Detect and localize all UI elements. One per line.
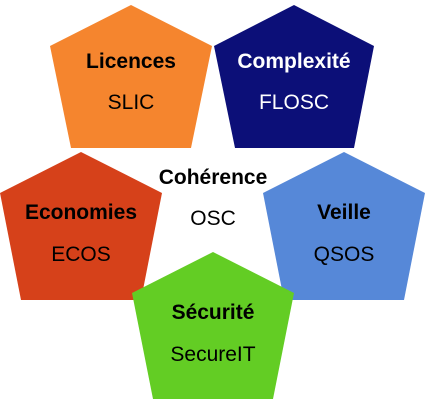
center-label: Cohérence OSC: [159, 166, 268, 230]
pentagon-securite-shape: [132, 252, 294, 399]
pentagon-veille-subtitle: QSOS: [314, 243, 375, 266]
pentagon-economies-shape: [0, 152, 162, 300]
pentagon-economies: Economies ECOS: [0, 152, 162, 300]
pentagon-licences: Licences SLIC: [50, 5, 212, 148]
pentagon-licences-shape: [50, 5, 212, 148]
pentagon-veille-title: Veille: [317, 201, 371, 224]
pentagon-complexite-subtitle: FLOSC: [259, 91, 329, 114]
center-subtitle: OSC: [190, 207, 236, 230]
pentagon-veille-shape: [263, 152, 425, 300]
pentagon-complexite-title: Complexité: [237, 50, 350, 73]
pentagon-securite-title: Sécurité: [172, 301, 255, 324]
pentagon-licences-subtitle: SLIC: [108, 91, 155, 114]
pentagon-securite: Sécurité SecureIT: [132, 252, 294, 399]
pentagon-licences-title: Licences: [86, 50, 176, 73]
pentagon-veille: Veille QSOS: [263, 152, 425, 300]
pentagon-securite-subtitle: SecureIT: [170, 343, 255, 366]
pentagon-complexite-shape: [214, 5, 374, 148]
center-title: Cohérence: [159, 166, 268, 189]
pentagon-economies-title: Economies: [25, 201, 137, 224]
pentagon-economies-subtitle: ECOS: [51, 243, 111, 266]
pentagon-complexite: Complexité FLOSC: [214, 5, 374, 148]
